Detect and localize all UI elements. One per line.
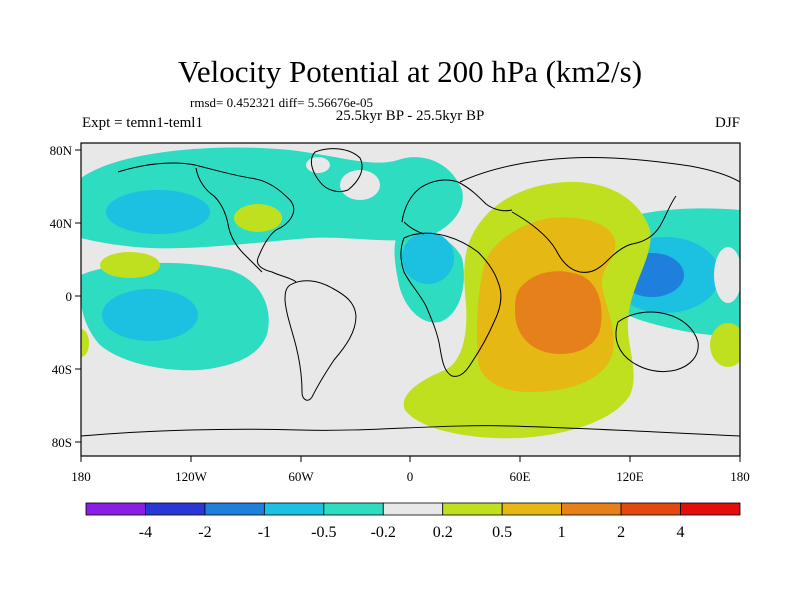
lon-tick-label: 0 xyxy=(407,469,414,484)
colorbar-label: -2 xyxy=(198,524,211,541)
lat-tick-label: 80N xyxy=(50,143,73,158)
coast-asia xyxy=(459,156,740,273)
center-label: 25.5kyr BP - 25.5kyr BP xyxy=(336,108,485,124)
contour-neutral-hawaii xyxy=(714,247,740,303)
colorbar-swatch xyxy=(204,502,265,516)
contour-neg-mod-pacific xyxy=(106,190,210,234)
lat-tick-labels: 80N 40N 0 40S 80S xyxy=(50,143,73,450)
lon-tick-label: 60W xyxy=(288,469,314,484)
lon-tick-labels: 180 120W 60W 0 60E 120E 180 xyxy=(71,469,750,484)
colorbar-swatch xyxy=(323,502,384,516)
colorbar-label: 4 xyxy=(677,524,685,541)
coast-australia xyxy=(615,311,699,373)
contour-pos-small-eastus xyxy=(234,204,282,232)
colorbar-swatch xyxy=(501,502,563,516)
tick-marks xyxy=(75,149,741,462)
lon-tick-label: 180 xyxy=(730,469,750,484)
colorbar-swatch xyxy=(442,502,503,516)
colorbar-swatch xyxy=(145,502,206,516)
lon-tick-label: 60E xyxy=(510,469,531,484)
colorbar: -4 -2 -1 -0.5 -0.2 0.2 0.5 1 2 4 xyxy=(85,502,741,541)
colorbar-label: 1 xyxy=(558,524,566,541)
contour-pos-strong-indian xyxy=(515,271,602,354)
stats-line: rmsd= 0.452321 diff= 5.56676e-05 xyxy=(190,95,373,110)
lon-tick-label: 120E xyxy=(616,469,644,484)
lon-tick-label: 120W xyxy=(175,469,208,484)
colorbar-label: -0.2 xyxy=(371,524,396,541)
colorbar-label: -4 xyxy=(139,524,152,541)
left-label: Expt = temn1-teml1 xyxy=(82,115,203,131)
colorbar-label: 0.5 xyxy=(492,524,512,541)
colorbar-swatch xyxy=(620,502,681,516)
coast-antarctica xyxy=(81,425,740,437)
right-label: DJF xyxy=(715,115,740,131)
main-title: Velocity Potential at 200 hPa (km2/s) xyxy=(178,54,642,89)
contour-neg-mod-tropical xyxy=(102,289,198,341)
colorbar-swatch xyxy=(680,502,741,516)
contour-pos-small-west-edge xyxy=(81,329,89,357)
colorbar-label: -0.5 xyxy=(311,524,336,541)
map-panel: 180 120W 60W 0 60E 120E 180 80N 40N 0 40… xyxy=(50,142,750,484)
contour-neutral-greenland-hole xyxy=(306,157,330,173)
colorbar-label: 2 xyxy=(617,524,625,541)
colorbar-swatch xyxy=(85,502,146,516)
lon-tick-label: 180 xyxy=(71,469,91,484)
colorbar-swatch xyxy=(561,502,622,516)
coastlines xyxy=(81,148,740,437)
colorbar-swatch xyxy=(263,502,325,516)
contour-fills xyxy=(81,147,740,439)
lat-tick-label: 0 xyxy=(66,289,73,304)
contour-pos-small-pacific xyxy=(100,252,160,278)
colorbar-swatch xyxy=(382,502,444,516)
coast-south-america xyxy=(284,280,357,401)
coast-greenland xyxy=(310,148,363,193)
colorbar-label: -1 xyxy=(258,524,271,541)
lat-tick-label: 40S xyxy=(52,362,72,377)
contour-neg-mod-atlantic xyxy=(402,232,454,284)
contour-neutral-arctic-hole xyxy=(340,170,380,200)
coast-north-america xyxy=(117,162,297,283)
coast-africa xyxy=(400,232,502,377)
lat-tick-label: 80S xyxy=(52,435,72,450)
contour-pos-small-east-edge xyxy=(710,323,740,367)
lat-tick-label: 40N xyxy=(50,216,73,231)
colorbar-label: 0.2 xyxy=(433,524,453,541)
